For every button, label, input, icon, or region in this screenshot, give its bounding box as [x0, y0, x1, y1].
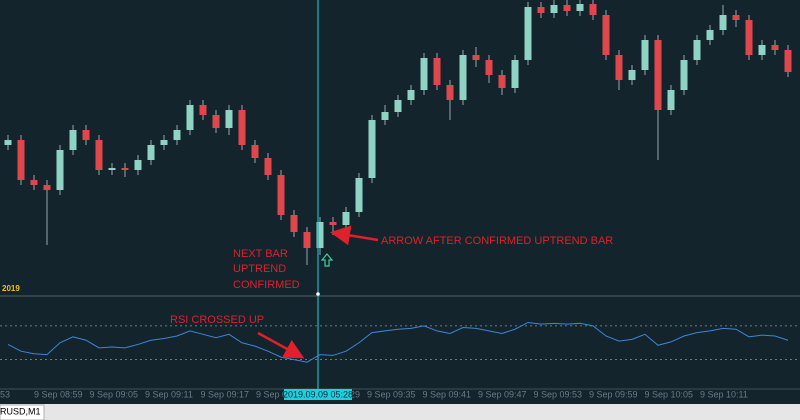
time-axis: 53 9 Sep 08:59 9 Sep 09:05 9 Sep 09:11 9 Sep… — [0, 389, 748, 399]
candle-body — [719, 15, 727, 30]
candle-body — [290, 215, 298, 232]
candle-body — [641, 40, 649, 70]
candle-body — [316, 222, 324, 248]
candle-body — [511, 60, 519, 88]
candle-body — [69, 130, 77, 150]
time-label: 9 Sep 09:05 — [90, 389, 139, 399]
candle-body — [56, 150, 64, 190]
time-label: 9 Sep 09:11 — [145, 389, 193, 399]
candle-body — [82, 130, 90, 140]
time-label: 9 Sep 09:59 — [589, 389, 638, 399]
time-label: 9 Sep 09:47 — [478, 389, 527, 399]
candle-body — [498, 75, 506, 88]
candle-body — [576, 4, 584, 11]
candle-body — [4, 140, 12, 145]
candle-body — [147, 145, 155, 160]
candle-body — [225, 110, 233, 128]
candle-body — [173, 130, 181, 140]
cursor-label-bg — [284, 389, 352, 400]
candle-body — [524, 7, 532, 60]
candle-body — [329, 222, 337, 225]
candle-body — [784, 50, 792, 72]
candle-body — [160, 140, 168, 145]
time-label: 9 Sep 09:53 — [534, 389, 583, 399]
time-label: 9 Sep 09:23 — [256, 389, 305, 399]
candle-body — [238, 110, 246, 145]
time-label: 9 Sep 09:41 — [423, 389, 472, 399]
candle-body — [732, 15, 740, 20]
annotation: UPTREND — [233, 263, 286, 275]
time-label: 9 Sep 10:05 — [645, 389, 694, 399]
tab-bar — [0, 404, 800, 420]
time-label: 9 Sep 10:11 — [700, 389, 748, 399]
candle-body — [368, 120, 376, 178]
annotation: ARROW AFTER CONFIRMED UPTREND BAR — [381, 235, 613, 247]
candle-body — [420, 58, 428, 90]
price-pane — [4, 0, 792, 265]
candle-body — [17, 140, 25, 180]
chart-tab[interactable] — [0, 404, 45, 420]
candle-body — [563, 5, 571, 11]
candle-body — [433, 58, 441, 85]
candle-body — [615, 55, 623, 80]
candle-body — [459, 55, 467, 100]
candle-body — [108, 168, 116, 170]
candle-body — [537, 7, 545, 13]
annotation: NEXT BAR — [233, 248, 288, 260]
candle-body — [589, 4, 597, 15]
annotation: RSI CROSSED UP — [170, 314, 264, 326]
time-label: 53 — [0, 389, 10, 399]
candle-body — [186, 105, 194, 130]
candle-body — [628, 70, 636, 80]
candle-body — [446, 85, 454, 100]
time-label: 9 Sep 09:17 — [201, 389, 250, 399]
candle-body — [550, 5, 558, 13]
candle-body — [745, 20, 753, 55]
candle-body — [680, 60, 688, 90]
candle-body — [667, 90, 675, 110]
candle-body — [121, 168, 129, 170]
rsi-line — [7, 321, 789, 363]
year-label: 2019 — [2, 284, 20, 293]
tab-label[interactable]: RUSD,M1 — [0, 406, 41, 416]
candle-body — [706, 30, 714, 40]
candle-body — [472, 55, 480, 60]
candle-body — [95, 140, 103, 170]
time-label: 9 Sep 09:35 — [367, 389, 416, 399]
annotation: CONFIRMED — [233, 279, 300, 291]
candle-body — [30, 180, 38, 185]
candle-body — [381, 112, 389, 120]
candle-body — [134, 160, 142, 170]
cursor-dot — [316, 292, 320, 296]
time-label: 9 Sep 08:59 — [34, 389, 83, 399]
candle-body — [342, 212, 350, 225]
candle-body — [199, 105, 207, 115]
candle-body — [654, 40, 662, 110]
candle-body — [277, 175, 285, 215]
candle-body — [355, 178, 363, 212]
candle-body — [264, 158, 272, 175]
rsi-pane — [0, 321, 800, 363]
candle-body — [43, 185, 51, 190]
candle-body — [602, 15, 610, 55]
annotation-arrow — [330, 225, 379, 246]
candle-body — [394, 100, 402, 112]
candle-body — [251, 145, 259, 158]
candle-body — [771, 45, 779, 50]
cursor-label: 2019.09.09 05:28 — [283, 389, 353, 399]
candle-body — [485, 60, 493, 75]
candle-body — [758, 45, 766, 55]
candle-body — [407, 90, 415, 100]
annotation-arrow — [257, 331, 305, 359]
candle-body — [212, 115, 220, 128]
candle-body — [693, 40, 701, 60]
candle-body — [303, 232, 311, 248]
signal-arrow — [320, 253, 334, 267]
